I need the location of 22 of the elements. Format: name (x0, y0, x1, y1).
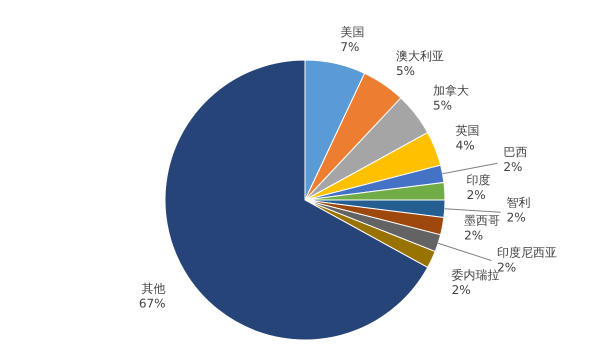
data-label: 5% (396, 64, 416, 78)
data-label: 67% (138, 296, 166, 310)
slice-label: 印度尼西亚 (497, 245, 558, 260)
data-label: 2% (466, 188, 486, 202)
data-label: 2% (497, 260, 516, 274)
data-label: 7% (340, 40, 360, 54)
data-label: 5% (433, 98, 452, 113)
slice-label: 英国 (456, 123, 480, 138)
slice-label: 智利 (506, 196, 531, 210)
data-label: 2% (503, 160, 522, 174)
slice-label: 澳大利亚 (396, 49, 444, 64)
slice-label: 加拿大 (433, 84, 470, 98)
slice-label: 墨西哥 (464, 213, 500, 228)
slice-label: 巴西 (503, 145, 528, 160)
slice-label: 委内瑞拉 (452, 268, 500, 282)
slice-label: 美国 (340, 24, 364, 39)
data-label: 2% (464, 228, 484, 242)
data-label: 2% (506, 210, 526, 225)
data-label: 2% (452, 282, 471, 297)
data-label: 4% (456, 138, 475, 152)
slice-label: 其他 (142, 281, 166, 296)
slice-label: 印度 (466, 172, 491, 187)
